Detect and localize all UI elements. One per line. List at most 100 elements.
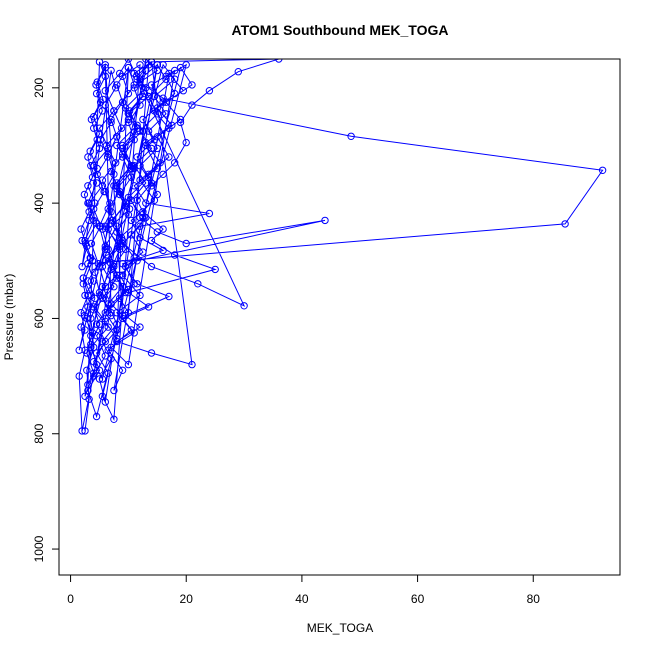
data-point [130, 84, 138, 92]
data-point [113, 228, 121, 236]
data-point [156, 159, 164, 167]
data-point [107, 66, 115, 75]
data-point [116, 69, 124, 78]
data-point [113, 334, 121, 343]
data-point [118, 314, 127, 323]
data-point [107, 355, 115, 363]
data-point [171, 66, 179, 75]
data-point [107, 300, 115, 308]
data-point [110, 260, 118, 268]
y-axis: 200 400 600 800 1000 [32, 77, 60, 562]
data-point [147, 144, 156, 153]
y-tick-label: 1000 [32, 535, 46, 562]
y-axis-label: Pressure (mbar) [2, 274, 16, 361]
data-point [87, 115, 96, 124]
data-point [87, 314, 95, 323]
data-point [84, 182, 92, 190]
data-point [87, 332, 95, 340]
data-point [84, 291, 92, 300]
data-point [101, 61, 110, 69]
data-point [127, 164, 136, 173]
data-point [113, 222, 121, 230]
data-point [144, 170, 153, 179]
plot-area [75, 59, 607, 435]
series-line [78, 59, 604, 432]
data-point [133, 280, 141, 288]
data-point [96, 98, 105, 106]
data-point [87, 162, 95, 170]
data-point [113, 271, 121, 279]
data-point [188, 81, 196, 89]
data-point [110, 386, 118, 395]
data-point [84, 386, 92, 395]
data-point [347, 132, 355, 141]
data-point [116, 245, 124, 254]
data-point [118, 150, 127, 158]
data-point [133, 196, 141, 205]
data-point [153, 144, 162, 153]
data-point [117, 234, 126, 242]
data-point [179, 87, 188, 95]
data-point [136, 101, 144, 109]
y-tick-label: 800 [32, 423, 46, 443]
data-point [144, 303, 153, 311]
data-point [153, 164, 162, 173]
data-point [83, 349, 91, 357]
data-point [84, 381, 92, 389]
data-point [171, 159, 179, 167]
data-point [92, 89, 101, 98]
data-point [95, 288, 104, 297]
data-point [147, 81, 156, 89]
data-point [133, 121, 141, 130]
data-point [101, 245, 110, 254]
data-point [101, 283, 110, 291]
data-point [194, 280, 202, 288]
data-point [95, 366, 104, 374]
data-point [176, 115, 185, 124]
data-point [136, 234, 144, 242]
data-point [90, 216, 98, 225]
data-point [113, 141, 121, 150]
data-point [133, 257, 141, 265]
data-point [113, 274, 121, 282]
data-point [88, 173, 97, 181]
data-point [127, 231, 136, 239]
data-point [94, 260, 103, 268]
data-point [118, 283, 127, 291]
data-point [176, 63, 185, 72]
data-point [116, 190, 124, 199]
data-point [77, 225, 85, 233]
data-point [95, 320, 104, 328]
data-point [150, 92, 159, 101]
data-point [153, 61, 162, 69]
data-point [75, 346, 83, 354]
data-point [139, 208, 147, 216]
data-point [153, 66, 162, 75]
data-point [95, 144, 104, 153]
chart-title: ATOM1 Southbound MEK_TOGA [232, 22, 449, 38]
data-point [101, 63, 110, 72]
data-point [171, 89, 179, 98]
data-point [127, 173, 136, 181]
data-point [142, 199, 150, 207]
data-point [92, 332, 101, 340]
data-point [92, 360, 101, 369]
data-point [128, 162, 136, 170]
data-point [211, 265, 219, 274]
data-point [153, 104, 162, 112]
data-point [182, 239, 190, 248]
data-point [104, 300, 112, 308]
data-point [116, 187, 124, 196]
data-point [84, 199, 92, 207]
data-point [81, 291, 89, 300]
data-point [130, 182, 138, 190]
x-axis-label: MEK_TOGA [307, 621, 373, 635]
data-point [121, 262, 130, 271]
data-point [101, 72, 110, 81]
data-point [116, 242, 124, 251]
data-point [101, 398, 110, 406]
data-point [561, 220, 569, 228]
data-point [78, 262, 86, 271]
data-point [136, 213, 144, 222]
